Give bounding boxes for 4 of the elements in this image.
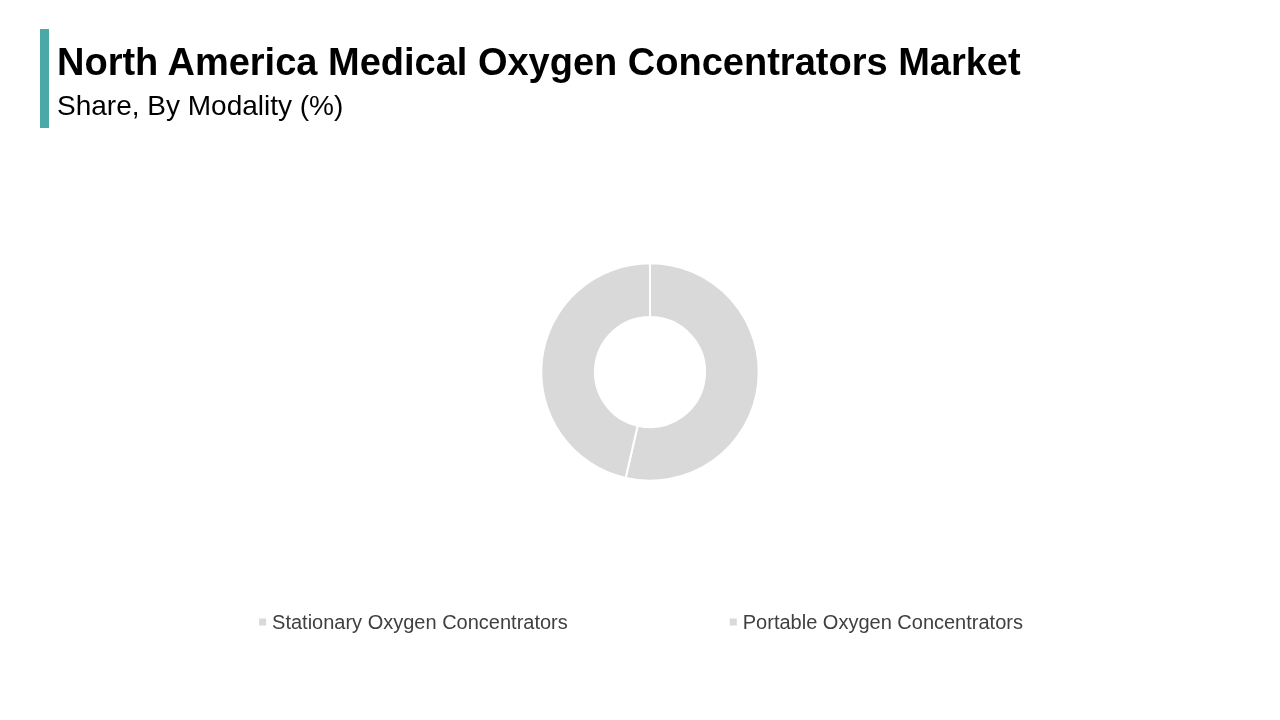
legend-label: Portable Oxygen Concentrators: [742, 611, 1023, 633]
chart-subtitle: Share, By Modality (%): [57, 89, 344, 121]
chart-title: North America Medical Oxygen Concentrators Market: [57, 41, 1021, 83]
legend-label: Stationary Oxygen Concentrators: [272, 611, 568, 633]
